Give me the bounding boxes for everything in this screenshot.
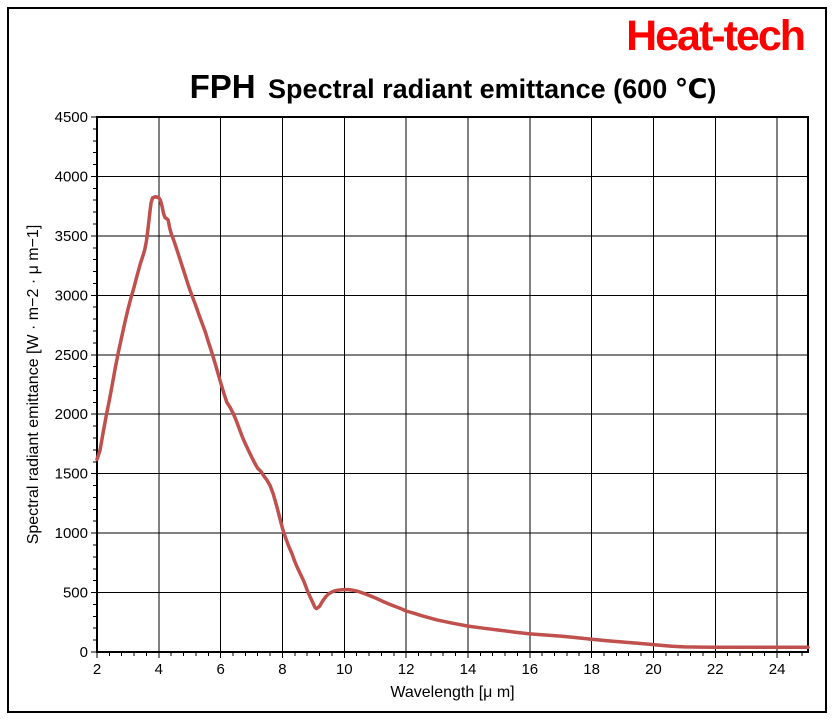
x-tick-label: 4 bbox=[155, 661, 163, 678]
y-tick-label: 500 bbox=[63, 585, 88, 602]
gridlines bbox=[96, 116, 808, 653]
chart-title-prefix: FPH bbox=[189, 68, 256, 105]
brand-logo: Heat-tech bbox=[626, 12, 806, 60]
x-tick-label: 16 bbox=[521, 661, 538, 678]
chart-title: FPH Spectral radiant emittance (600 ℃) bbox=[97, 68, 809, 106]
y-tick-label: 1000 bbox=[55, 525, 88, 542]
y-tick-label: 2000 bbox=[55, 406, 88, 423]
x-tick-label: 10 bbox=[336, 661, 353, 678]
x-tick-label: 12 bbox=[398, 661, 415, 678]
x-tick-label: 2 bbox=[93, 661, 101, 678]
plot-border bbox=[96, 116, 809, 653]
outer-border bbox=[7, 7, 827, 713]
y-tick-label: 4000 bbox=[55, 168, 88, 185]
y-axis-title: Spectral radiant emittance [W · m−2 · μ … bbox=[25, 225, 42, 545]
y-tick-label: 0 bbox=[80, 644, 88, 661]
x-tick-label: 8 bbox=[278, 661, 286, 678]
tick-marks bbox=[91, 116, 803, 658]
x-axis-title: Wavelength [μ m] bbox=[390, 684, 514, 701]
x-tick-label: 6 bbox=[216, 661, 224, 678]
y-tick-label: 3500 bbox=[55, 228, 88, 245]
y-tick-label: 1500 bbox=[55, 466, 88, 483]
x-tick-label: 22 bbox=[707, 661, 724, 678]
x-tick-label: 24 bbox=[769, 661, 786, 678]
chart-title-main: Spectral radiant emittance (600 ℃) bbox=[268, 74, 717, 104]
y-tick-label: 2500 bbox=[55, 347, 88, 364]
y-tick-label: 3000 bbox=[55, 287, 88, 304]
x-tick-label: 18 bbox=[583, 661, 600, 678]
x-tick-label: 14 bbox=[460, 661, 477, 678]
x-tick-label: 20 bbox=[645, 661, 662, 678]
y-tick-label: 4500 bbox=[55, 109, 88, 126]
x-tick-labels: 2 4 6 8 10 12 14 16 18 20 22 24 bbox=[93, 661, 786, 678]
y-tick-labels: 0 500 1000 1500 2000 2500 3000 3500 4000 4500 bbox=[55, 109, 88, 661]
spectral-curve bbox=[95, 194, 810, 649]
